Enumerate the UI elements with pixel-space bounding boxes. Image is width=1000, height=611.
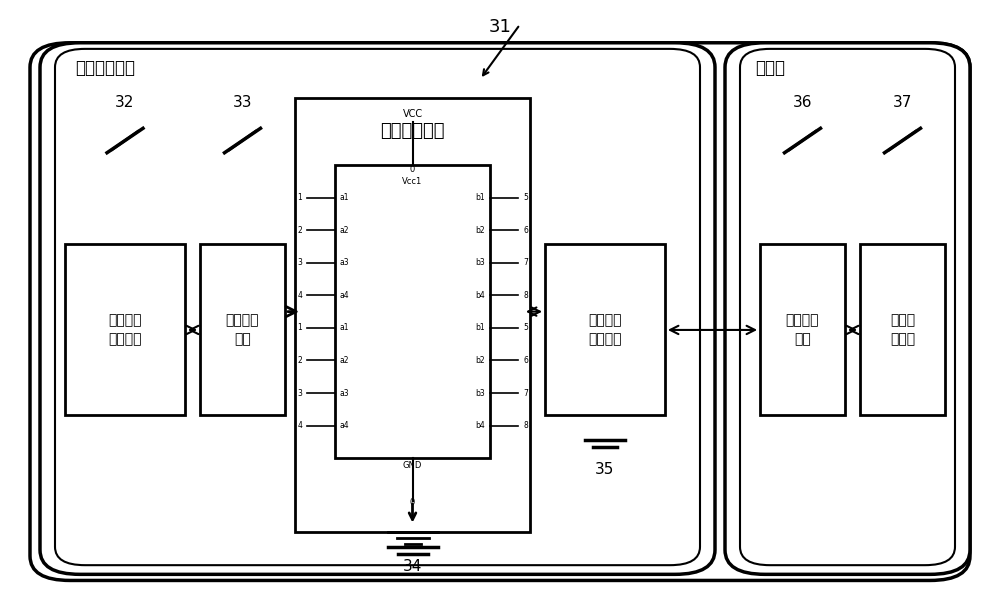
- Bar: [200, 244, 285, 415]
- Text: 4: 4: [297, 291, 302, 300]
- Text: 营销推
荐模块: 营销推 荐模块: [890, 313, 915, 346]
- Text: 4: 4: [297, 421, 302, 430]
- Text: 8: 8: [523, 291, 528, 300]
- Text: b4: b4: [475, 291, 485, 300]
- FancyBboxPatch shape: [740, 49, 955, 565]
- Text: 0: 0: [410, 165, 415, 174]
- Text: 2: 2: [297, 356, 302, 365]
- Bar: [335, 165, 490, 458]
- FancyBboxPatch shape: [40, 43, 715, 574]
- Bar: [860, 244, 945, 415]
- Text: 5: 5: [523, 323, 528, 332]
- FancyBboxPatch shape: [30, 43, 970, 580]
- Text: 1: 1: [297, 193, 302, 202]
- Text: VCC: VCC: [402, 109, 423, 119]
- Text: 6: 6: [523, 225, 528, 235]
- Text: 5: 5: [523, 193, 528, 202]
- Text: 7: 7: [523, 389, 528, 398]
- Text: b4: b4: [475, 421, 485, 430]
- Text: 3: 3: [297, 258, 302, 267]
- Bar: [760, 244, 845, 415]
- Bar: [65, 244, 185, 415]
- FancyBboxPatch shape: [55, 49, 700, 565]
- Text: 客户标签
存储芯片: 客户标签 存储芯片: [588, 313, 622, 346]
- Text: 聚类计算芯片: 聚类计算芯片: [380, 122, 445, 140]
- Text: 客户登陆
模块: 客户登陆 模块: [786, 313, 819, 346]
- Text: b1: b1: [475, 193, 485, 202]
- Text: a3: a3: [340, 389, 350, 398]
- Text: 36: 36: [793, 95, 812, 110]
- Text: 客户数据
存储芯片: 客户数据 存储芯片: [108, 313, 142, 346]
- Text: 7: 7: [523, 258, 528, 267]
- Text: 31: 31: [489, 18, 511, 36]
- Text: 34: 34: [403, 559, 422, 574]
- Text: 特征选择
芯片: 特征选择 芯片: [226, 313, 259, 346]
- Text: GND: GND: [403, 461, 422, 470]
- Text: 32: 32: [115, 95, 135, 110]
- Text: b2: b2: [475, 225, 485, 235]
- Bar: [545, 244, 665, 415]
- Text: 35: 35: [595, 461, 615, 477]
- Text: Vcc1: Vcc1: [402, 177, 423, 186]
- Text: b1: b1: [475, 323, 485, 332]
- Text: 37: 37: [893, 95, 912, 110]
- Text: 銀行服务器端: 銀行服务器端: [75, 59, 135, 78]
- Text: a1: a1: [340, 323, 350, 332]
- Text: 客户端: 客户端: [755, 59, 785, 78]
- Text: 0: 0: [410, 498, 415, 507]
- Text: b3: b3: [475, 389, 485, 398]
- Text: a2: a2: [340, 225, 350, 235]
- Text: 3: 3: [297, 389, 302, 398]
- Text: a2: a2: [340, 356, 350, 365]
- Text: 1: 1: [297, 323, 302, 332]
- Text: 8: 8: [523, 421, 528, 430]
- FancyBboxPatch shape: [725, 43, 970, 574]
- Text: a3: a3: [340, 258, 350, 267]
- Bar: [295, 98, 530, 532]
- Text: a4: a4: [340, 291, 350, 300]
- Text: b2: b2: [475, 356, 485, 365]
- Text: 6: 6: [523, 356, 528, 365]
- Text: a4: a4: [340, 421, 350, 430]
- Text: 33: 33: [233, 95, 252, 110]
- Text: a1: a1: [340, 193, 350, 202]
- Text: b3: b3: [475, 258, 485, 267]
- Text: 2: 2: [297, 225, 302, 235]
